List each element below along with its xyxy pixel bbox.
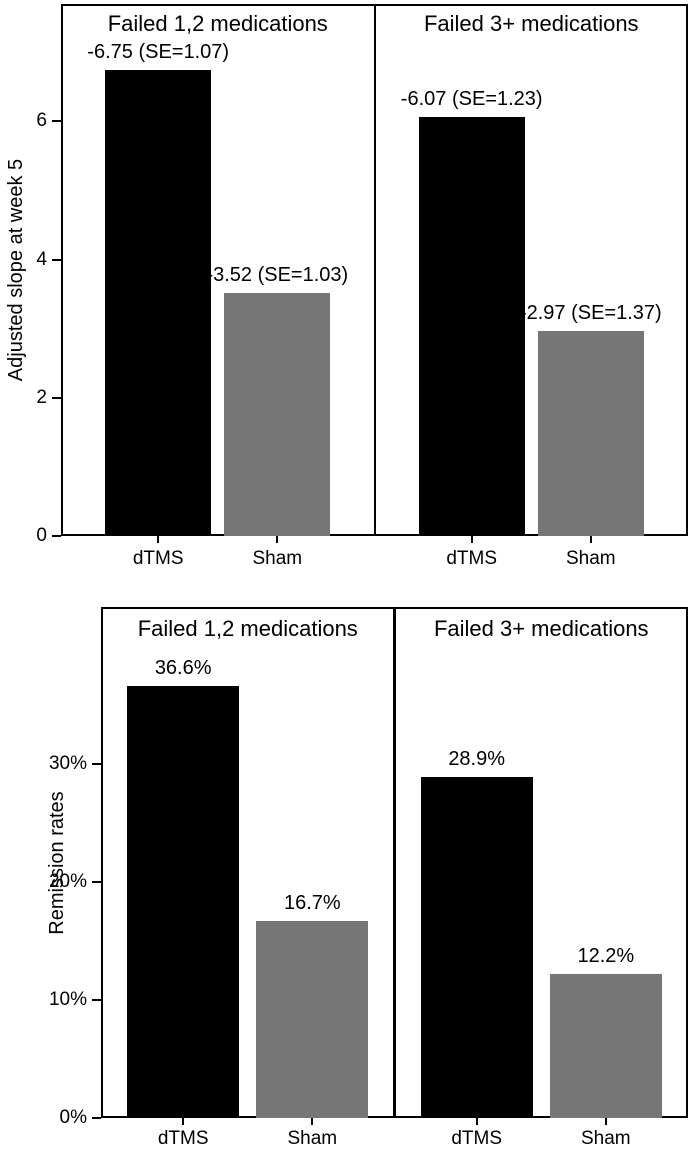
bar-value-label: -2.97 (SE=1.37) [519, 301, 662, 324]
x-tick-mark [470, 536, 473, 543]
bar-sham [256, 920, 369, 1118]
y-tick-label: 0 [36, 525, 47, 546]
y-tick-mark [92, 762, 101, 765]
y-tick-label: 10% [48, 988, 87, 1010]
bar-value-label: 16.7% [283, 891, 341, 914]
y-tick-label: 20% [48, 870, 87, 892]
bar-dtms [105, 69, 212, 536]
panel-title: Failed 3+ medications [433, 616, 649, 641]
x-tick-mark [311, 1118, 314, 1125]
bar-value-label: 28.9% [448, 747, 506, 770]
y-tick-label: 30% [48, 752, 87, 774]
bar-sham [224, 292, 331, 536]
x-tick-mark [475, 1118, 478, 1125]
panel-divider [393, 607, 396, 1118]
y-tick-mark [52, 120, 61, 123]
x-tick-mark [589, 536, 592, 543]
bar-value-label: 12.2% [577, 945, 635, 968]
panel-title: Failed 1,2 medications [107, 11, 328, 36]
x-axis-label: Sham [287, 1128, 338, 1149]
x-tick-mark [182, 1118, 185, 1125]
x-axis-label: dTMS [157, 1128, 209, 1149]
x-axis-label: Sham [580, 1128, 631, 1149]
bar-dtms [420, 776, 533, 1118]
bar-sham [537, 330, 644, 536]
panel-title: Failed 1,2 medications [137, 616, 358, 641]
x-axis-label: dTMS [446, 548, 498, 569]
y-tick-mark [52, 258, 61, 261]
x-tick-mark [604, 1118, 607, 1125]
y-axis-title: Remission rates [46, 790, 68, 935]
x-tick-mark [276, 536, 279, 543]
bar-value-label: 36.6% [154, 657, 212, 680]
x-axis-label: dTMS [132, 548, 184, 569]
y-tick-label: 4 [36, 248, 47, 270]
panel-title: Failed 3+ medications [423, 11, 639, 36]
bar-value-label: -6.75 (SE=1.07) [87, 40, 230, 63]
panel-divider [373, 4, 376, 536]
y-tick-mark [52, 535, 61, 537]
x-axis-label: Sham [252, 548, 303, 569]
bar-sham [549, 974, 662, 1118]
y-tick-label: 6 [36, 110, 47, 132]
x-axis-label: dTMS [451, 1128, 503, 1149]
x-tick-mark [157, 536, 160, 543]
y-tick-mark [92, 1117, 101, 1119]
y-tick-label: 2 [36, 386, 47, 408]
bar-value-label: -3.52 (SE=1.03) [206, 263, 349, 286]
y-tick-mark [92, 998, 101, 1001]
y-tick-label: 0% [59, 1107, 87, 1128]
x-axis-label: Sham [565, 548, 616, 569]
y-tick-mark [52, 396, 61, 399]
bar-dtms [127, 686, 240, 1118]
y-tick-mark [92, 880, 101, 883]
bar-dtms [418, 116, 525, 536]
bar-value-label: -6.07 (SE=1.23) [400, 87, 543, 110]
